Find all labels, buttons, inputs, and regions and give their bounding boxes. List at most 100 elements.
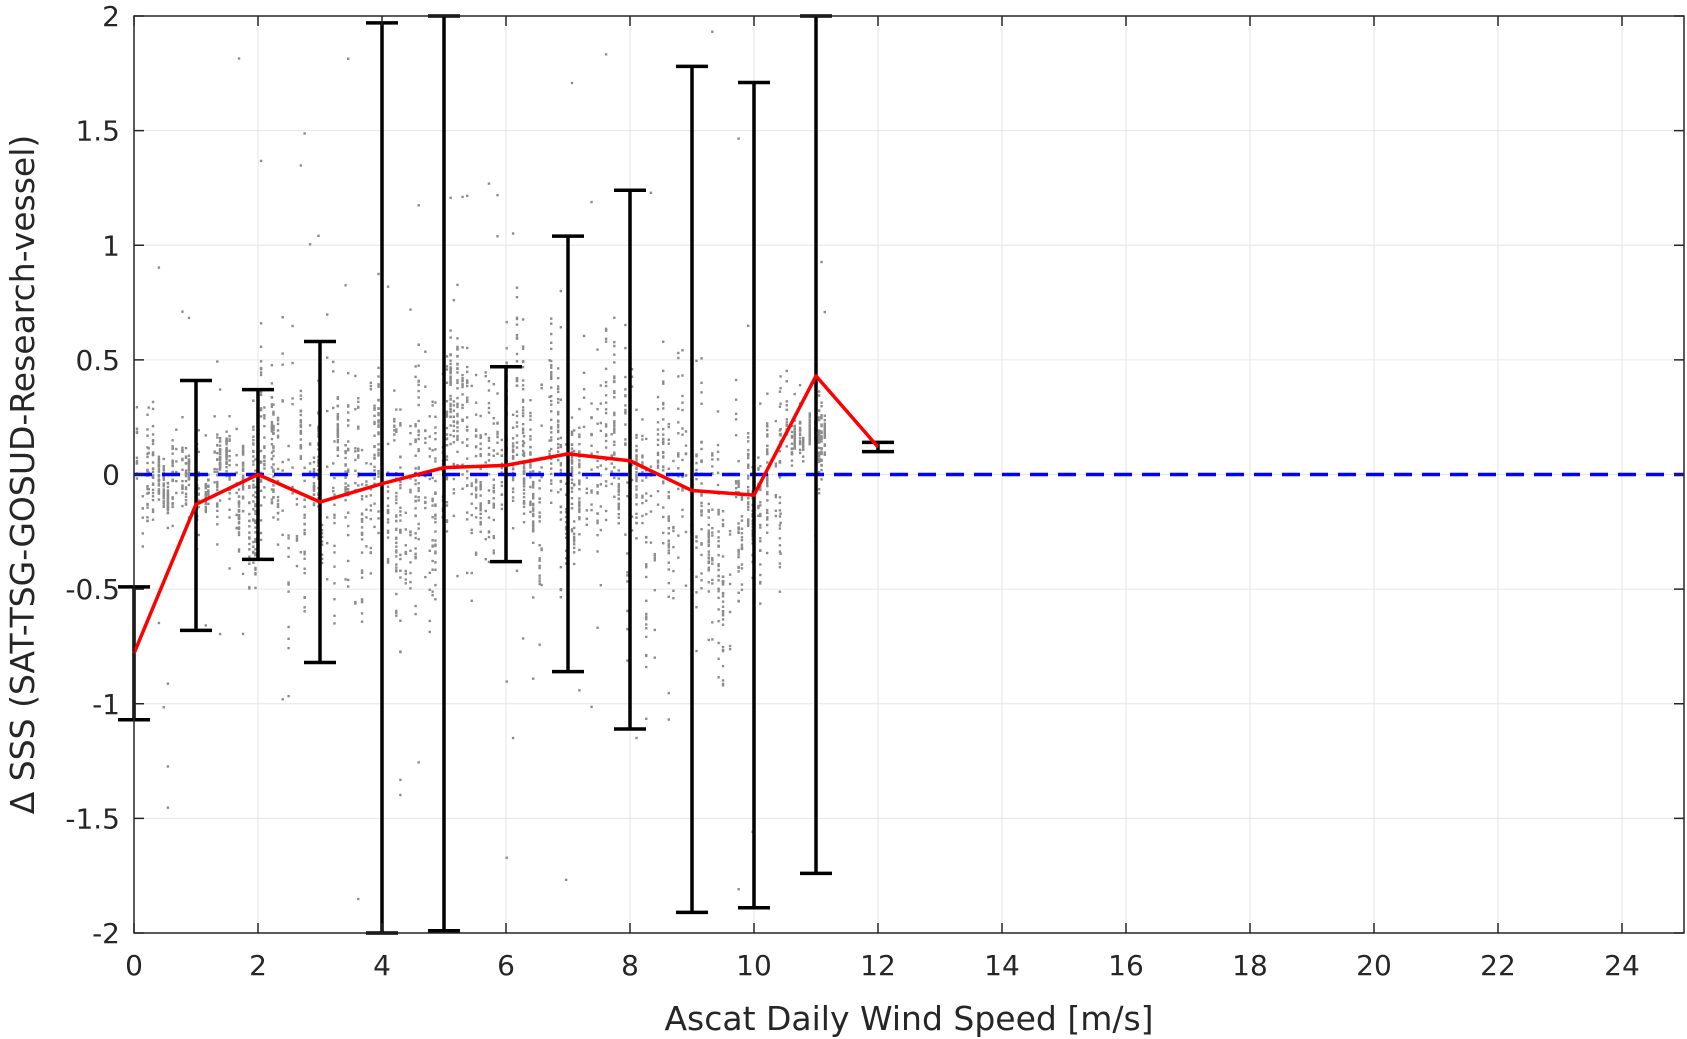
scatter-point [500,480,504,484]
scatter-point [578,507,581,510]
scatter-point [456,363,459,366]
scatter-point [721,623,725,626]
scatter-point [237,505,241,508]
scatter-point [197,450,200,454]
scatter-point [820,423,823,426]
scatter-point [808,412,811,415]
scatter-point [254,521,257,524]
scatter-point [474,373,478,377]
scatter-point [254,531,257,534]
scatter-point [449,362,452,366]
scatter-point [216,515,219,519]
scatter-point [461,385,464,389]
scatter-point [653,554,656,557]
scatter-point [479,483,482,486]
scatter-point [766,435,769,438]
scatter-point [511,736,515,740]
scatter-point [717,657,720,661]
scatter-point [617,482,620,486]
scatter-point [360,513,364,516]
scatter-point [681,458,684,462]
scatter-point [216,509,219,513]
scatter-point [184,462,188,465]
scatter-point [728,648,732,651]
scatter-point [487,459,491,462]
scatter-point [570,432,574,435]
scatter-point [556,446,560,449]
scatter-point [538,643,541,646]
scatter-point [393,439,396,442]
scatter-point [737,459,740,463]
scatter-point [141,545,144,548]
y-tick-label: -2 [92,917,120,950]
scatter-point [578,548,581,552]
scatter-point [487,560,491,564]
scatter-point [456,422,459,425]
scatter-point [254,495,257,499]
scatter-point [522,502,526,505]
scatter-point [721,664,725,668]
scatter-point [765,481,769,484]
scatter-point [303,571,306,575]
scatter-point [146,428,149,431]
scatter-point [151,476,155,479]
scatter-point [452,298,456,302]
scatter-point [656,433,660,436]
scatter-point [820,437,823,441]
scatter-point [823,430,826,433]
scatter-point [604,509,608,513]
scatter-point [505,347,508,350]
scatter-point [590,452,593,455]
scatter-point [757,504,760,508]
scatter-point [596,533,599,537]
scatter-point [465,379,469,382]
scatter-point [295,503,299,506]
scatter-point [721,583,725,586]
scatter-point [434,561,437,564]
scatter-point [434,457,437,460]
scatter-point [590,416,593,420]
scatter-point [320,532,324,535]
scatter-point [734,486,738,490]
scatter-point [162,492,165,495]
scatter-point [522,521,526,524]
scatter-point [254,469,257,472]
scatter-point [373,465,376,469]
scatter-point [332,486,335,490]
scatter-point [790,430,794,434]
scatter-point [790,464,794,467]
scatter-point [399,650,402,654]
scatter-point [613,422,616,425]
scatter-point [599,384,603,387]
scatter-point [578,497,581,500]
scatter-point [635,516,638,519]
scatter-point [291,397,294,400]
scatter-point [187,473,191,477]
scatter-point [570,487,574,490]
scatter-point [734,434,738,437]
scatter-point [225,460,228,463]
scatter-point [538,577,541,580]
scatter-point [711,638,714,641]
scatter-point [452,492,456,495]
scatter-point [716,450,720,454]
scatter-point [166,765,170,768]
scatter-point [556,450,560,453]
scatter-point [369,388,373,391]
scatter-point [759,582,762,585]
scatter-point [157,478,161,481]
scatter-point [434,479,437,483]
scatter-point [635,485,638,488]
scatter-point [578,480,581,484]
scatter-point [700,494,703,497]
scatter-point [157,473,161,477]
scatter-point [281,316,284,319]
scatter-point [645,512,648,516]
scatter-point [272,470,275,473]
scatter-point [572,429,576,432]
scatter-point [135,477,139,480]
scatter-point [740,536,744,539]
scatter-point [540,424,543,427]
scatter-point [500,454,504,457]
scatter-point [778,537,782,540]
